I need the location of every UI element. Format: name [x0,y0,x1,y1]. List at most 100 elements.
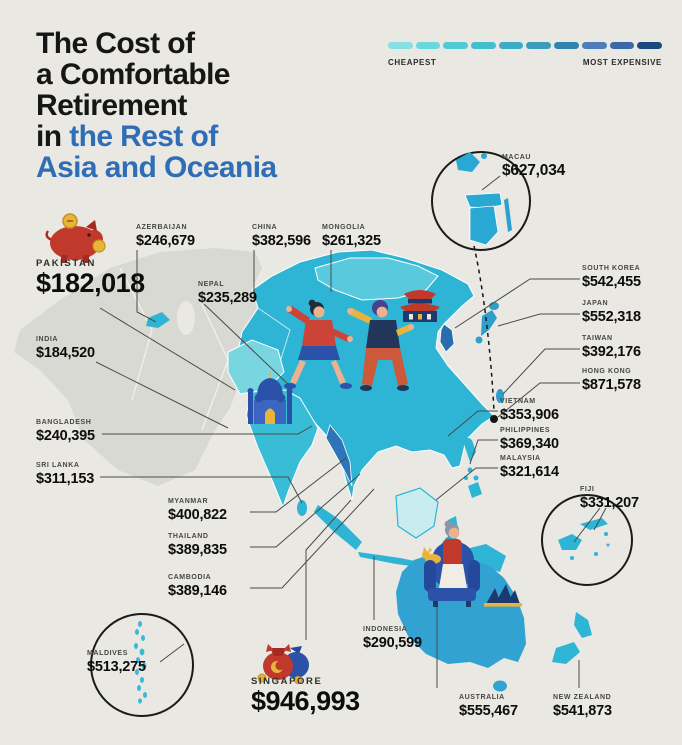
legend-swatches [388,42,662,49]
gray-landmass [14,248,268,486]
title-line: The Cost of [36,27,195,60]
legend-swatch [471,42,496,49]
country-label-australia: AUSTRALIA $555,467 [459,694,518,719]
country-name: THAILAND [168,533,209,540]
country-name: MALDIVES [87,650,128,657]
country-label-thailand: THAILAND $389,835 [168,533,227,558]
country-label-myanmar: MYANMAR $400,822 [168,498,227,523]
country-name: SOUTH KOREA [582,265,641,272]
country-label-hong-kong: HONG KONG $871,578 [582,368,641,393]
country-label-nepal: NEPAL $235,289 [198,281,257,306]
country-name: MYANMAR [168,498,209,505]
country-name: MONGOLIA [322,224,366,231]
sri-lanka-shape [297,500,307,516]
country-name: JAPAN [582,300,609,307]
title-line: in the Rest of [36,120,218,153]
country-value: $369,340 [500,436,559,452]
country-label-sri-lanka: SRI LANKA $311,153 [36,462,94,487]
country-value: $513,275 [87,659,146,675]
country-value: $261,325 [322,233,381,249]
country-name: BANGLADESH [36,419,92,426]
country-label-philippines: PHILIPPINES $369,340 [500,427,559,452]
country-label-indonesia: INDONESIA $290,599 [363,626,422,651]
title-line: Retirement [36,89,187,122]
country-value: $184,520 [36,345,95,361]
legend-swatch [526,42,552,49]
country-name: CHINA [252,224,278,231]
country-name: NEW ZEALAND [553,694,612,701]
indonesia-islands [314,487,506,572]
country-label-mongolia: MONGOLIA $261,325 [322,224,381,249]
east-asia-islands [464,302,504,446]
korea-shape [439,323,455,353]
piggy-bank-icon [45,213,106,263]
country-name: MALAYSIA [500,455,541,462]
country-name: VIETNAM [500,398,536,405]
legend-swatch [609,42,635,49]
title-line: a Comfortable [36,58,231,91]
country-label-new-zealand: NEW ZEALAND $541,873 [553,694,612,719]
title-line: Asia and Oceania [36,151,277,184]
legend-swatch [388,42,413,49]
country-value: $240,395 [36,428,95,444]
forbidden-city-icon [400,290,440,322]
country-value: $400,822 [168,507,227,523]
country-value: $542,455 [582,274,641,290]
legend-cheapest-label: CHEAPEST [388,58,437,67]
country-value: $555,467 [459,703,518,719]
new-guinea-shape [462,544,506,572]
country-label-cambodia: CAMBODIA $389,146 [168,574,227,599]
country-name: SINGAPORE [251,676,323,687]
country-name: MACAU [502,154,532,161]
country-value: $946,993 [251,686,360,716]
country-name: AUSTRALIA [459,694,505,701]
fiji-inset [541,494,633,586]
country-value: $389,146 [168,583,227,599]
java-shape [358,552,420,567]
color-scale-legend: CHEAPEST MOST EXPENSIVE [388,42,662,67]
macau-inset [431,151,531,251]
country-value: $290,599 [363,635,422,651]
borneo-shape [395,487,439,539]
leader-lines [95,175,607,688]
azerbaijan-shape [146,312,170,328]
country-name: NEPAL [198,281,225,288]
macau-dashed-connector [473,245,495,413]
money-bags-icon [257,644,309,685]
country-value: $182,018 [36,268,145,298]
tai-chi-people-icon [284,299,414,391]
country-label-azerbaijan: AZERBAIJAN $246,679 [136,224,195,249]
country-value: $627,034 [502,162,566,179]
legend-swatch [554,42,579,49]
legend-swatch [443,42,469,49]
country-label-south-korea: SOUTH KOREA $542,455 [582,265,641,290]
country-value: $246,679 [136,233,195,249]
japan-shape [481,310,497,336]
country-name: INDIA [36,336,59,343]
new-zealand-shape [552,612,592,664]
country-value: $541,873 [553,703,612,719]
country-value: $353,906 [500,407,559,423]
country-label-malaysia: MALAYSIA $321,614 [500,455,559,480]
country-name: FIJI [580,486,595,493]
sydney-opera-house-icon [484,584,522,607]
country-label-bangladesh: BANGLADESH $240,395 [36,419,95,444]
country-value: $331,207 [580,495,639,511]
page-title: The Cost of a Comfortable Retirement in … [36,28,277,183]
country-label-macau: MACAU $627,034 [502,154,565,179]
country-name: AZERBAIJAN [136,224,188,231]
country-name: TAIWAN [582,335,613,342]
country-value: $321,614 [500,464,559,480]
taj-mahal-icon [247,371,293,424]
taiwan-shape [496,389,504,403]
mongolia-shape [314,257,439,301]
country-label-japan: JAPAN $552,318 [582,300,641,325]
country-label-maldives: MALDIVES $513,275 [87,650,146,675]
country-value: $235,289 [198,290,257,306]
country-value: $552,318 [582,309,641,325]
country-name: PHILIPPINES [500,427,551,434]
country-name: PAKISTAN [36,258,96,269]
philippines-shape [464,440,482,498]
country-label-pakistan: PAKISTAN $182,018 [36,258,145,298]
